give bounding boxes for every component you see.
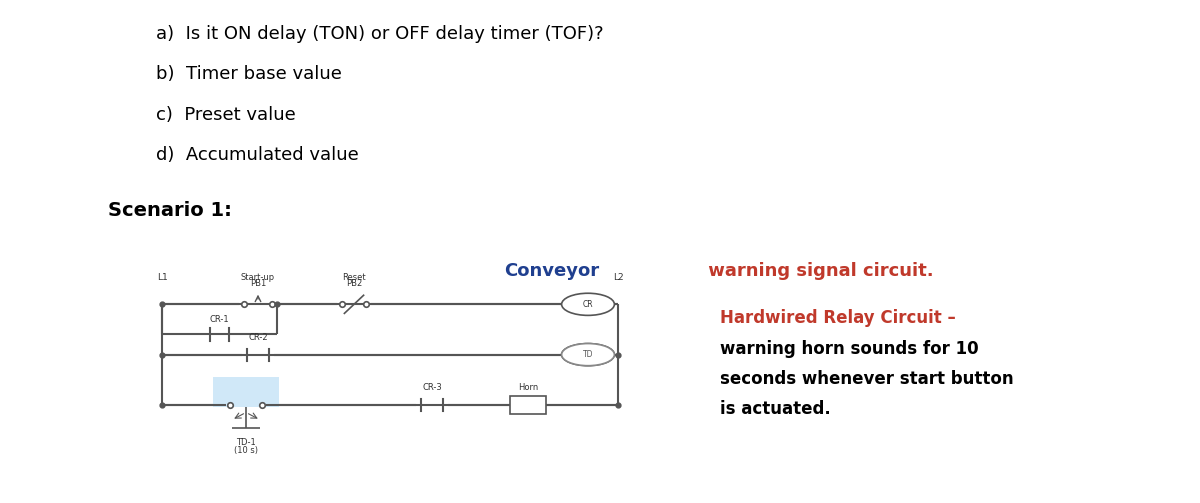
Text: warning horn sounds for 10: warning horn sounds for 10 [720, 340, 979, 358]
Text: Scenario 1:: Scenario 1: [108, 201, 232, 220]
Text: c)  Preset value: c) Preset value [156, 106, 295, 124]
Text: TD: TD [583, 350, 593, 359]
Text: Start-up: Start-up [241, 273, 275, 282]
FancyBboxPatch shape [214, 377, 278, 407]
Text: TD: TD [583, 350, 593, 359]
Text: seconds whenever start button: seconds whenever start button [720, 370, 1014, 388]
Text: PB1: PB1 [250, 279, 266, 288]
Bar [510, 396, 546, 413]
Text: Conveyor: Conveyor [504, 262, 599, 280]
Text: warning signal circuit.: warning signal circuit. [702, 262, 934, 280]
Text: is actuated.: is actuated. [720, 400, 830, 418]
Text: d)  Accumulated value: d) Accumulated value [156, 146, 359, 164]
Text: Reset: Reset [342, 273, 366, 282]
Text: CR-3: CR-3 [422, 383, 442, 392]
Circle shape [562, 344, 614, 366]
Text: TD-1: TD-1 [236, 438, 256, 447]
Text: CR-1: CR-1 [210, 315, 229, 324]
Text: PB2: PB2 [346, 279, 362, 288]
Circle shape [562, 293, 614, 315]
Text: CR-2: CR-2 [248, 333, 268, 342]
Text: CR: CR [583, 300, 593, 309]
Text: b)  Timer base value: b) Timer base value [156, 65, 342, 83]
Circle shape [562, 344, 614, 366]
Text: L2: L2 [613, 273, 623, 282]
Text: Horn: Horn [518, 383, 538, 392]
Text: L1: L1 [157, 273, 167, 282]
Text: a)  Is it ON delay (TON) or OFF delay timer (TOF)?: a) Is it ON delay (TON) or OFF delay tim… [156, 25, 604, 43]
Text: Hardwired Relay Circuit –: Hardwired Relay Circuit – [720, 309, 955, 327]
Text: (10 s): (10 s) [234, 446, 258, 455]
